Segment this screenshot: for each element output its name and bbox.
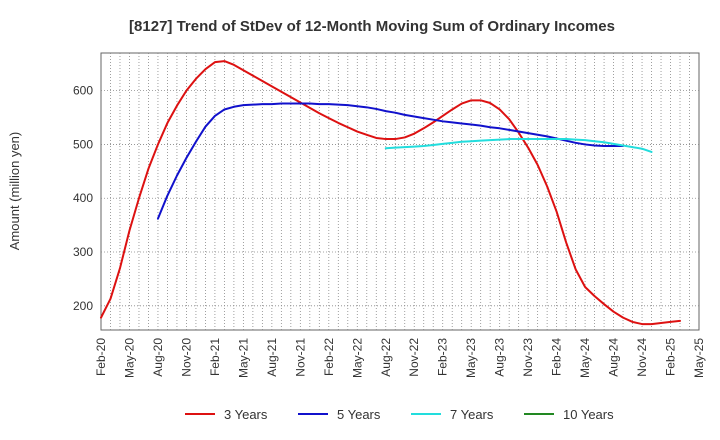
chart-title: [8127] Trend of StDev of 12-Month Moving… [129,18,615,35]
x-axis-ticks: Feb-20 May-20 Aug-20 Nov-20 Feb-21 May-21 Aug-… [94,338,706,378]
x-tick-label: Aug-21 [265,338,279,377]
x-tick-label: May-23 [464,338,478,378]
plot-frame [100,52,700,331]
x-tick-label: Feb-20 [94,338,108,376]
y-tick-label: 400 [73,191,93,205]
grid-lines [101,53,699,330]
y-tick-label: 300 [73,245,93,259]
y-tick-label: 500 [73,137,93,151]
x-tick-label: May-20 [122,338,136,378]
x-tick-label: Nov-21 [293,338,307,377]
legend-label-5-years: 5 Years [337,407,381,422]
x-tick-label: Nov-22 [407,338,421,377]
x-tick-label: May-22 [350,338,364,378]
series-line-3-years [100,60,682,326]
x-tick-label: Nov-24 [635,338,649,377]
y-tick-label: 600 [73,84,93,98]
legend-label-10-years: 10 Years [563,407,614,422]
x-tick-label: May-21 [236,338,250,378]
x-tick-label: Aug-22 [379,338,393,377]
legend-label-3-years: 3 Years [224,407,268,422]
x-tick-label: May-25 [692,338,706,378]
x-tick-label: Nov-20 [179,338,193,377]
x-tick-label: Aug-20 [151,338,165,377]
series-line-7-years [384,138,653,153]
x-tick-label: May-24 [578,338,592,378]
x-tick-label: Nov-23 [521,338,535,377]
x-tick-label: Aug-23 [493,338,507,377]
x-tick-label: Feb-21 [208,338,222,376]
x-tick-label: Feb-24 [550,338,564,376]
series-line-5-years [156,102,625,220]
x-tick-label: Feb-25 [664,338,678,376]
y-axis-ticks: 200 300 400 500 600 [73,84,93,313]
y-axis-label: Amount (million yen) [7,132,22,251]
x-tick-label: Feb-23 [436,338,450,376]
x-tick-label: Aug-24 [607,338,621,377]
series-lines [100,60,682,326]
plot-area [100,52,700,331]
y-tick-label: 200 [73,299,93,313]
x-tick-label: Feb-22 [322,338,336,376]
legend: 3 Years 5 Years 7 Years 10 Years [185,407,614,422]
legend-label-7-years: 7 Years [450,407,494,422]
